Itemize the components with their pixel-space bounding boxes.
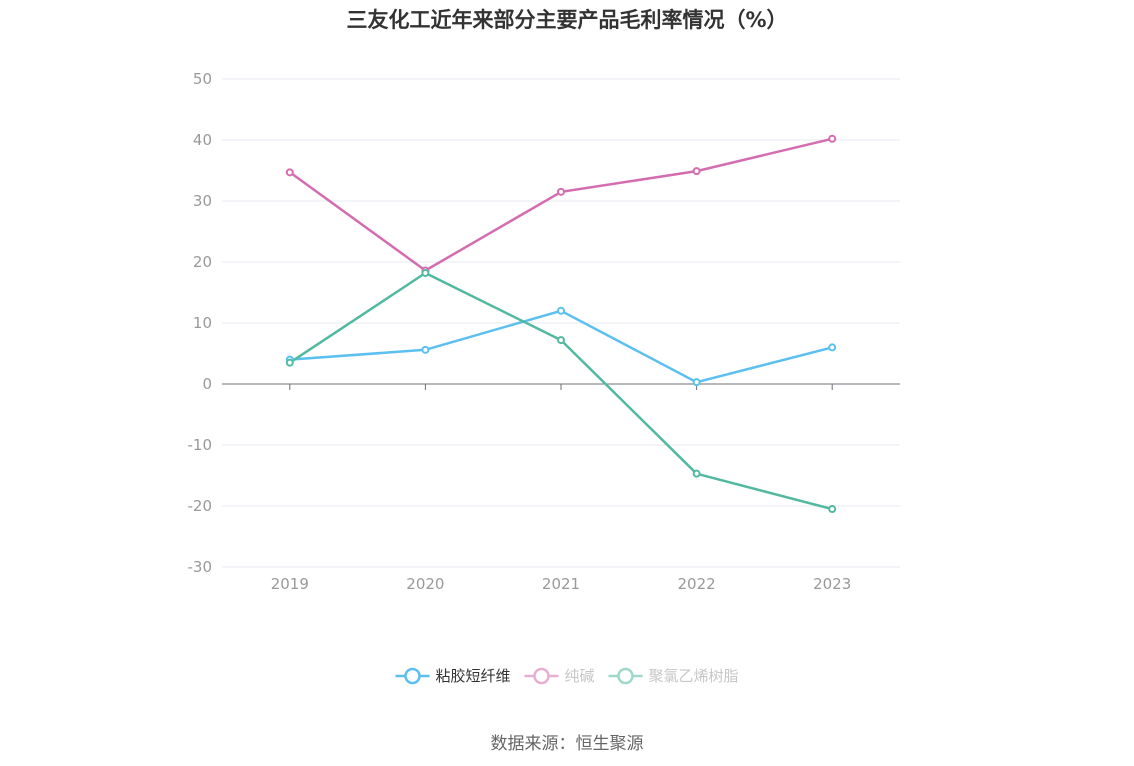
legend-label: 聚氯乙烯树脂: [649, 667, 739, 685]
y-tick-label: 50: [193, 70, 212, 88]
data-point[interactable]: [828, 343, 837, 352]
data-point[interactable]: [557, 336, 565, 345]
legend-marker-icon: [404, 667, 421, 685]
series-line: [289, 309, 833, 384]
data-point[interactable]: [692, 378, 701, 387]
y-axis: 50 40 30 20 10 0 -10 -20 -30: [188, 70, 213, 576]
legend-item[interactable]: 聚氯乙烯树脂: [608, 667, 739, 685]
data-source-note: 数据来源：恒生聚源: [490, 734, 644, 754]
data-point[interactable]: [692, 167, 701, 176]
y-tick-label: 20: [193, 253, 212, 271]
legend-label: 纯碱: [565, 667, 595, 685]
legend-marker-icon: [617, 667, 634, 685]
legend-item[interactable]: 纯碱: [524, 667, 595, 685]
x-tick-label: 2023: [813, 575, 851, 593]
data-point[interactable]: [557, 187, 565, 196]
data-point[interactable]: [285, 168, 294, 177]
grid-lines: [222, 78, 900, 568]
legend-label: 粘胶短纤维: [436, 667, 511, 685]
y-tick-label: 0: [202, 375, 212, 393]
x-tick-label: 2020: [406, 575, 444, 593]
y-tick-label: -30: [188, 558, 213, 576]
y-tick-label: 30: [193, 192, 212, 210]
legend-marker-icon: [533, 667, 550, 685]
x-axis: 2019 2020 2021 2022 2023: [222, 383, 900, 593]
x-tick-label: 2019: [271, 575, 309, 593]
data-point[interactable]: [828, 505, 837, 514]
x-tick-label: 2022: [678, 575, 716, 593]
data-point[interactable]: [421, 345, 430, 354]
data-point[interactable]: [692, 469, 701, 478]
data-point[interactable]: [421, 268, 430, 277]
series-line: [289, 137, 833, 272]
legend: 粘胶短纤维 纯碱 聚氯乙烯树脂: [395, 667, 739, 685]
y-tick-label: -20: [188, 497, 213, 515]
chart-title: 三友化工近年来部分主要产品毛利率情况（%）: [346, 8, 788, 32]
data-point[interactable]: [285, 358, 294, 367]
data-point[interactable]: [557, 306, 565, 315]
series-points: [285, 134, 837, 514]
y-tick-label: 40: [193, 131, 212, 149]
y-tick-label: -10: [188, 436, 213, 454]
x-tick-label: 2021: [542, 575, 580, 593]
data-point[interactable]: [828, 134, 837, 143]
legend-item[interactable]: 粘胶短纤维: [395, 667, 511, 685]
y-tick-label: 10: [193, 314, 212, 332]
